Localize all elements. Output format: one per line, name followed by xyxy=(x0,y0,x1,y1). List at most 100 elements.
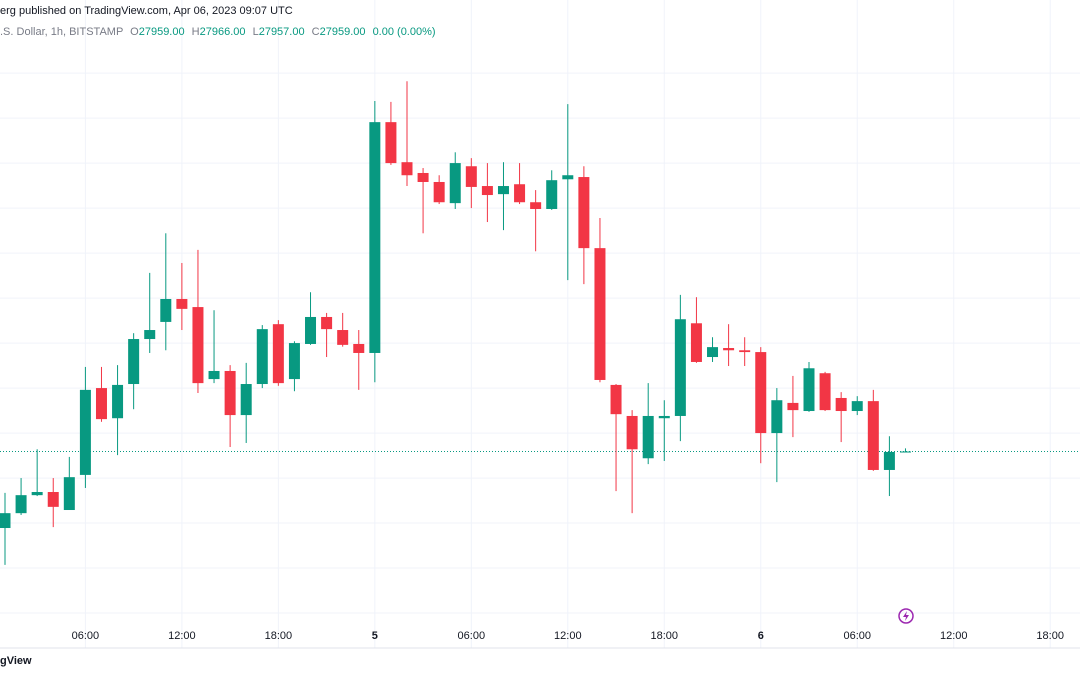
candle-body xyxy=(594,248,606,380)
candle xyxy=(272,320,284,386)
candle-body xyxy=(851,401,863,412)
candle xyxy=(176,262,188,331)
candle xyxy=(546,170,558,210)
candle-body xyxy=(385,122,397,164)
x-tick-label: 06:00 xyxy=(843,630,871,642)
candle xyxy=(401,81,413,187)
candle xyxy=(0,492,11,565)
candle-body xyxy=(112,384,124,419)
candle-body xyxy=(755,352,767,434)
ohlc-label: C xyxy=(312,26,320,38)
candle-body xyxy=(723,348,735,351)
candle xyxy=(851,396,863,416)
candle xyxy=(578,166,590,285)
candle xyxy=(497,162,509,231)
candle-body xyxy=(288,343,300,380)
candle-body xyxy=(176,298,188,309)
candle xyxy=(433,175,445,205)
legend-row: .S. Dollar, 1h, BITSTAMP O27959.00 H2796… xyxy=(0,26,436,38)
grid xyxy=(0,0,1080,648)
x-tick-label: 12:00 xyxy=(554,630,582,642)
candle-body xyxy=(465,166,477,187)
candle xyxy=(835,392,847,443)
icon-bolt xyxy=(903,611,909,621)
candle-body xyxy=(803,368,815,412)
candle-body xyxy=(95,388,107,420)
candle-body xyxy=(63,477,75,511)
candle xyxy=(305,292,317,345)
candle-body xyxy=(642,415,654,459)
candle-body xyxy=(208,370,220,380)
candle xyxy=(128,333,140,410)
candle xyxy=(481,163,493,223)
candle xyxy=(15,478,27,515)
candle-body xyxy=(883,451,895,470)
candle xyxy=(707,337,719,362)
ohlc-label: L xyxy=(253,26,259,38)
candle xyxy=(240,362,252,443)
candle xyxy=(224,365,236,448)
candle xyxy=(739,337,751,367)
candle-body xyxy=(160,298,172,322)
candle-body xyxy=(144,330,156,340)
candle-body xyxy=(546,180,558,209)
candle xyxy=(594,217,606,383)
candle xyxy=(723,324,735,367)
change: 0.00 (0.00%) xyxy=(373,26,436,38)
candle-body xyxy=(899,451,911,453)
candle xyxy=(867,389,879,471)
candle-body xyxy=(417,172,429,182)
x-tick-label: 12:00 xyxy=(940,630,968,642)
candle-body xyxy=(47,492,59,507)
candle-body xyxy=(433,181,445,203)
candle-body xyxy=(481,186,493,196)
candle xyxy=(144,272,156,353)
candle xyxy=(642,383,654,465)
candle-body xyxy=(578,177,590,249)
candle xyxy=(369,100,381,383)
candle xyxy=(562,104,574,281)
candle xyxy=(449,152,461,209)
candle xyxy=(626,410,638,514)
candle xyxy=(674,294,686,442)
x-tick-label: 18:00 xyxy=(265,630,293,642)
candles xyxy=(0,81,1080,565)
candle xyxy=(530,190,542,252)
candle-body xyxy=(867,401,879,470)
candle xyxy=(690,297,702,363)
candle-body xyxy=(674,319,686,416)
candle-body xyxy=(272,324,284,384)
candle xyxy=(208,310,220,384)
candle-body xyxy=(610,384,622,415)
candle xyxy=(883,436,895,497)
candle xyxy=(610,384,622,492)
candle xyxy=(417,168,429,234)
candle xyxy=(385,101,397,165)
candle-body xyxy=(835,397,847,412)
candle-body xyxy=(353,343,365,353)
ohlc-label: O xyxy=(130,26,139,38)
ohlc-value: 27957.00 xyxy=(259,26,305,38)
ohlc-value: 27959.00 xyxy=(320,26,366,38)
branding: gView xyxy=(0,655,32,667)
candle xyxy=(337,312,349,347)
candle xyxy=(658,400,670,461)
candle xyxy=(771,388,783,483)
candle-body xyxy=(819,373,831,411)
symbol: .S. Dollar, 1h, BITSTAMP xyxy=(0,26,123,38)
replay-icon[interactable] xyxy=(898,608,914,624)
candle-body xyxy=(321,316,333,330)
ohlc-value: 27959.00 xyxy=(139,26,185,38)
candle xyxy=(321,312,333,358)
published-note: erg published on TradingView.com, Apr 06… xyxy=(0,5,293,17)
candle-body xyxy=(658,415,670,419)
ohlc-label: H xyxy=(192,26,200,38)
candle-body xyxy=(690,323,702,362)
candle xyxy=(192,249,204,394)
candle-body xyxy=(0,513,11,529)
x-tick-label: 06:00 xyxy=(72,630,100,642)
candle-body xyxy=(256,329,268,385)
candle-body xyxy=(449,163,461,204)
